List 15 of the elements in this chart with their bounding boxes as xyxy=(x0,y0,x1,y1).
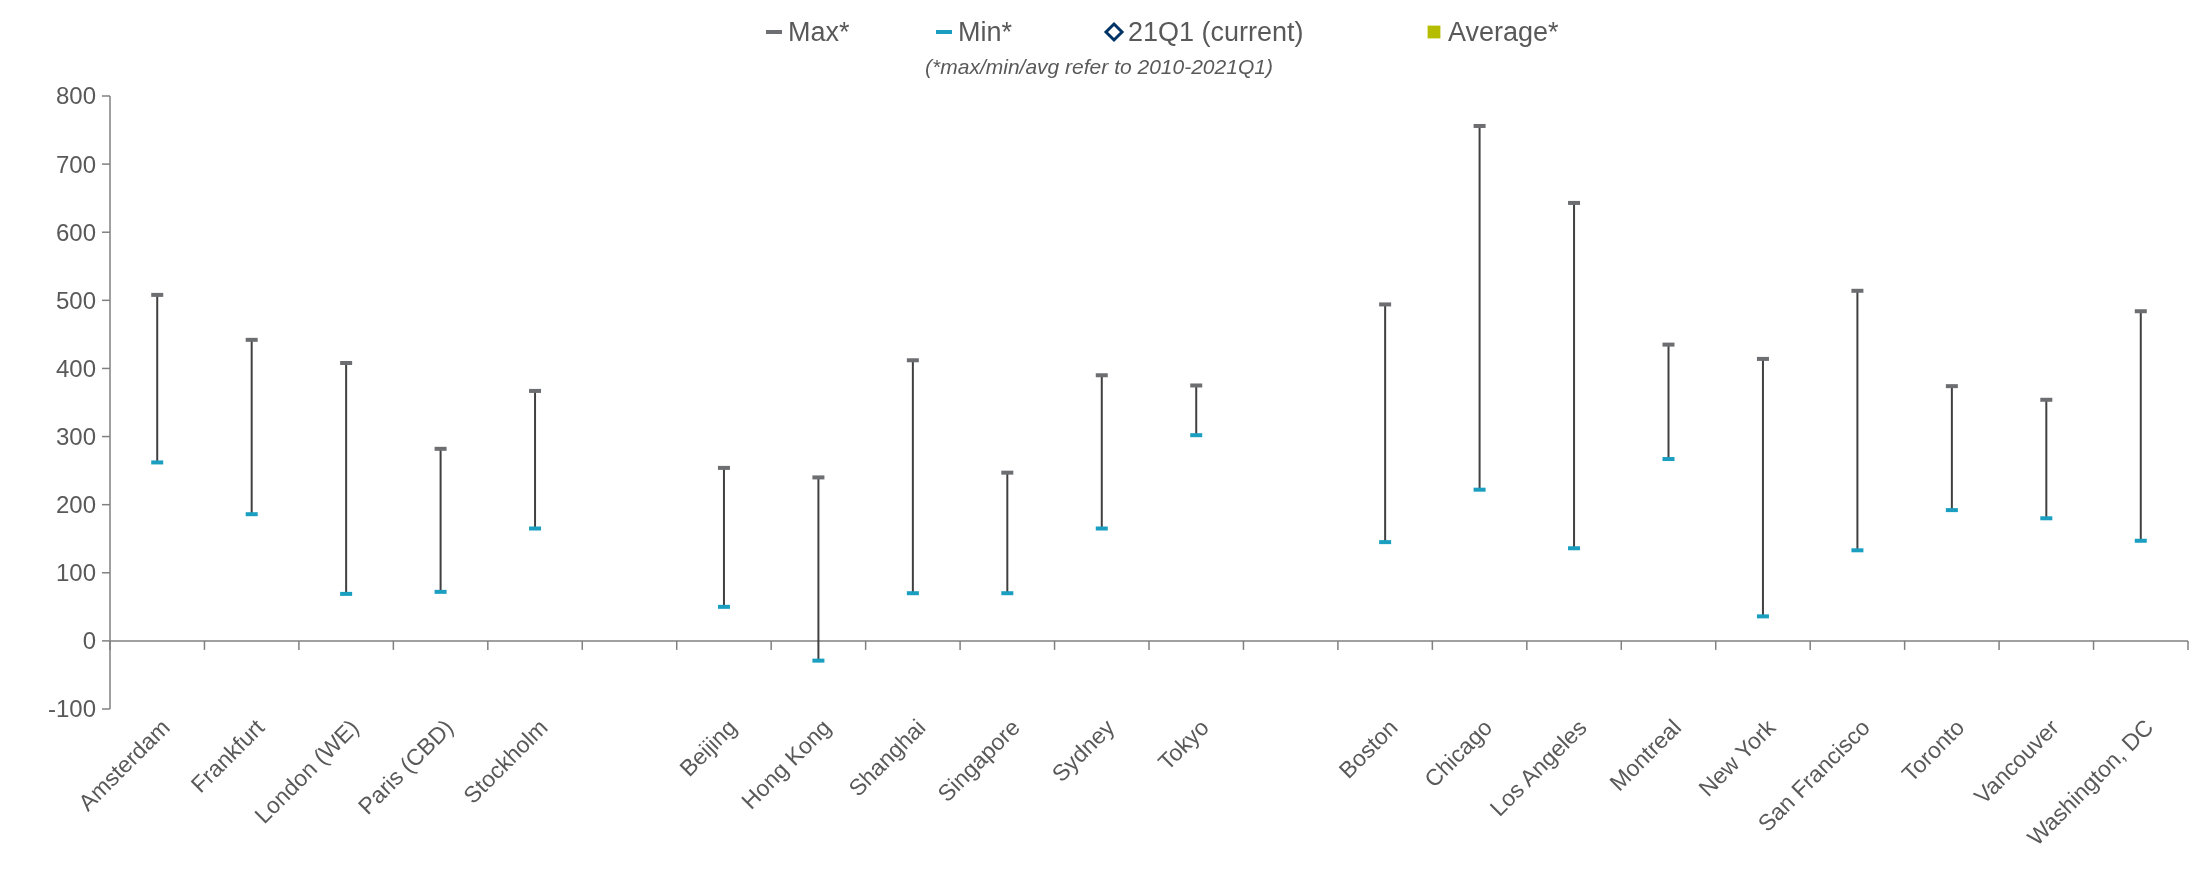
y-tick-label: 200 xyxy=(55,491,96,519)
legend-label: Min* xyxy=(958,17,1013,48)
y-tick-label: 800 xyxy=(55,82,96,110)
y-tick-label: -100 xyxy=(47,695,96,723)
y-tick-label: 700 xyxy=(55,150,96,178)
legend-label: Average* xyxy=(1448,17,1560,48)
y-tick-label: 100 xyxy=(55,559,96,587)
y-tick-label: 0 xyxy=(82,627,96,655)
y-tick-label: 500 xyxy=(55,286,96,314)
y-tick-label: 300 xyxy=(55,422,96,450)
y-tick-label: 600 xyxy=(55,218,96,246)
legend-label: 21Q1 (current) xyxy=(1128,17,1304,48)
legend-label: Max* xyxy=(788,17,851,48)
text: (*max/min/avg refer to 2010-2021Q1) xyxy=(925,55,1273,78)
y-tick-label: 400 xyxy=(55,354,96,382)
